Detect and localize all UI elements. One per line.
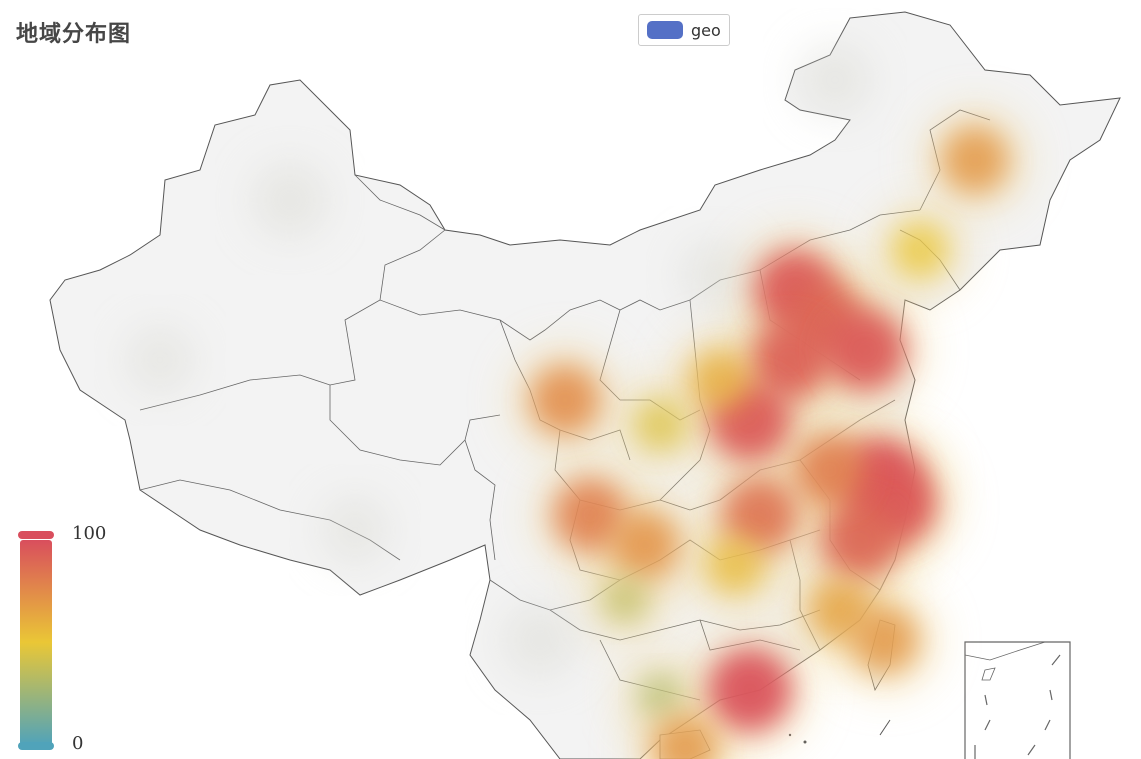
- legend-label: geo: [691, 20, 721, 40]
- heat-point-重庆: [611, 511, 679, 579]
- heat-point-广东: [708, 648, 792, 732]
- heat-point-吉林: [942, 127, 1008, 193]
- heat-point-台湾: [852, 607, 918, 673]
- heat-point-halo-云南: [502, 602, 578, 678]
- heat-point-山西: [690, 350, 750, 410]
- heat-point-湖北: [722, 477, 798, 553]
- heat-point-海南: [652, 715, 718, 759]
- heat-point-浙江: [821, 501, 899, 579]
- heat-point-halo-新疆: [252, 162, 328, 238]
- visual-map-bar[interactable]: [20, 540, 52, 745]
- heat-point-广西: [639, 674, 681, 716]
- heat-point-halo-黑龙江: [680, 240, 750, 310]
- heat-point-halo-内蒙古: [799, 44, 871, 116]
- heat-point-陕西: [634, 399, 686, 451]
- heat-point-halo-青海: [127, 327, 193, 393]
- visual-map-min-label: 0: [72, 733, 84, 754]
- south-china-sea-inset: [964, 641, 1071, 759]
- legend-swatch: [647, 21, 683, 39]
- heat-point-河北: [750, 320, 830, 400]
- heat-point-甘肃: [530, 365, 600, 435]
- heat-point-山东: [824, 309, 906, 391]
- visual-map-handle-top[interactable]: [18, 531, 54, 539]
- heat-point-四川: [554, 479, 626, 551]
- legend-item-geo[interactable]: geo: [638, 14, 730, 46]
- heat-point-贵州: [602, 577, 648, 623]
- heat-point-安徽: [794, 434, 866, 506]
- visual-map-handle-bottom[interactable]: [18, 742, 54, 750]
- island-marks: [788, 719, 891, 744]
- heat-point-halo-西藏: [322, 497, 388, 563]
- heat-point-辽宁: [893, 223, 947, 277]
- heat-point-湖南: [706, 536, 764, 594]
- heatmap-layer: [127, 44, 1026, 759]
- visual-map-max-label: 100: [72, 523, 107, 544]
- chart-title: 地域分布图: [16, 22, 132, 47]
